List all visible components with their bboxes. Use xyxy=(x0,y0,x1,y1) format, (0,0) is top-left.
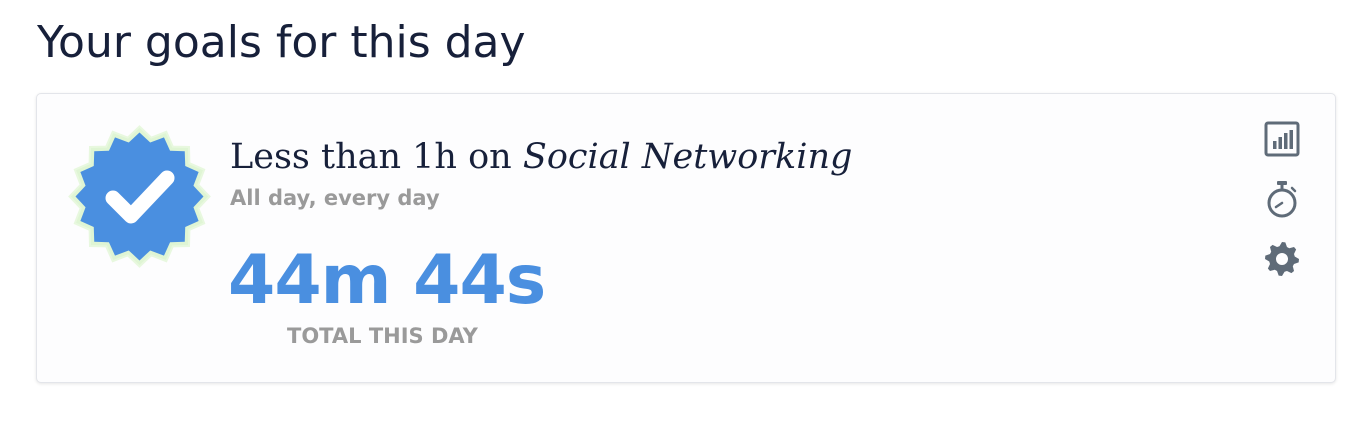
goal-title: Less than 1h on Social Networking xyxy=(230,132,852,182)
bar-chart-icon xyxy=(1264,121,1300,157)
goal-schedule: All day, every day xyxy=(230,186,440,210)
goal-completed-badge-icon xyxy=(67,124,212,269)
goal-title-prefix: Less than 1h on xyxy=(230,137,512,177)
total-time-label: TOTAL THIS DAY xyxy=(287,324,478,348)
total-time-value: 44m 44s xyxy=(228,241,546,320)
page-title: Your goals for this day xyxy=(37,17,526,68)
goal-card: Less than 1h on Social Networking All da… xyxy=(36,93,1336,383)
checkmark-icon xyxy=(105,170,175,224)
stopwatch-icon xyxy=(1267,181,1297,218)
gear-icon xyxy=(1265,242,1299,276)
goal-category: Social Networking xyxy=(522,137,853,177)
timer-button[interactable] xyxy=(1261,178,1303,220)
stats-button[interactable] xyxy=(1261,118,1303,160)
settings-button[interactable] xyxy=(1261,238,1303,280)
